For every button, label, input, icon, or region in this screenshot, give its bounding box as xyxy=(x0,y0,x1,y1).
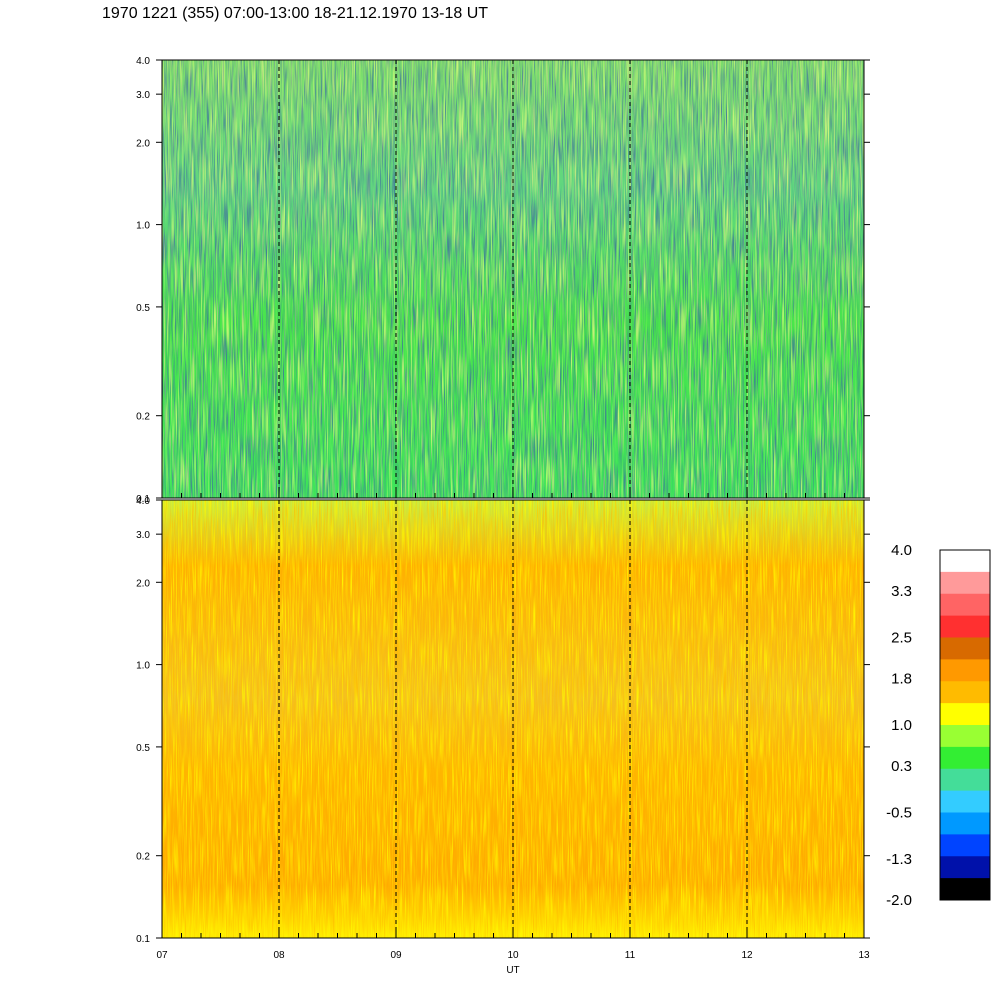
colorbar-frame xyxy=(939,549,991,901)
xtick-label: 07 xyxy=(156,950,168,961)
colorbar-label: 2.5 xyxy=(891,630,912,647)
colorbar-label: 0.3 xyxy=(891,758,912,775)
xtick-label: 10 xyxy=(507,950,519,961)
colorbar-swatch xyxy=(940,878,990,901)
xtick-label: 08 xyxy=(273,950,285,961)
top-ytick-label: 4.0 xyxy=(136,56,150,67)
colorbar-swatch xyxy=(940,856,990,879)
top-ytick-label: 0.2 xyxy=(136,412,150,423)
colorbar-swatch xyxy=(940,681,990,704)
colorbar-swatch xyxy=(940,703,990,726)
colorbar-label: 4.0 xyxy=(891,542,912,559)
colorbar-swatch xyxy=(940,834,990,857)
bottom-ytick-label: 2.0 xyxy=(136,578,150,589)
colorbar-swatch xyxy=(940,659,990,682)
colorbar-swatch xyxy=(940,550,990,573)
colorbar-swatch xyxy=(940,790,990,813)
colorbar-label: -0.5 xyxy=(886,805,912,822)
bottom-ytick-label: 0.5 xyxy=(136,743,150,754)
chart-title: 1970 1221 (355) 07:00-13:00 18-21.12.197… xyxy=(102,5,489,22)
bottom-ytick-label: 1.0 xyxy=(136,661,150,672)
x-axis-label: UT xyxy=(506,965,519,976)
xtick-label: 13 xyxy=(858,950,870,961)
colorbar-swatch xyxy=(940,746,990,770)
bottom-ytick-label: 0.1 xyxy=(136,934,150,945)
bottom-ytick-label: 4.0 xyxy=(136,496,150,507)
xtick-label: 09 xyxy=(390,950,402,961)
colorbar-swatch xyxy=(940,571,990,595)
xtick-label: 11 xyxy=(625,950,636,961)
colorbar-swatch xyxy=(940,812,990,835)
colorbar-swatch xyxy=(940,768,990,792)
top-ytick-label: 3.0 xyxy=(136,90,150,101)
top-ytick-label: 2.0 xyxy=(136,138,150,149)
top-ytick-label: 0.5 xyxy=(136,303,150,314)
colorbar-label: 1.8 xyxy=(891,670,912,687)
top-ytick-label: 1.0 xyxy=(136,221,150,232)
colorbar-swatch xyxy=(940,615,990,638)
xtick-label: 12 xyxy=(741,950,753,961)
colorbar-label: 3.3 xyxy=(891,583,912,600)
colorbar-swatch xyxy=(940,637,990,660)
top-ytick-label: 0.1 xyxy=(136,494,150,505)
colorbar-label: 1.0 xyxy=(891,717,912,734)
colorbar-swatch xyxy=(940,593,990,617)
colorbar-swatch xyxy=(940,725,990,748)
colorbar-label: -1.3 xyxy=(886,851,912,868)
bottom-ytick-label: 3.0 xyxy=(136,530,150,541)
bottom-ytick-label: 0.2 xyxy=(136,852,150,863)
colorbar-label: -2.0 xyxy=(886,892,912,909)
